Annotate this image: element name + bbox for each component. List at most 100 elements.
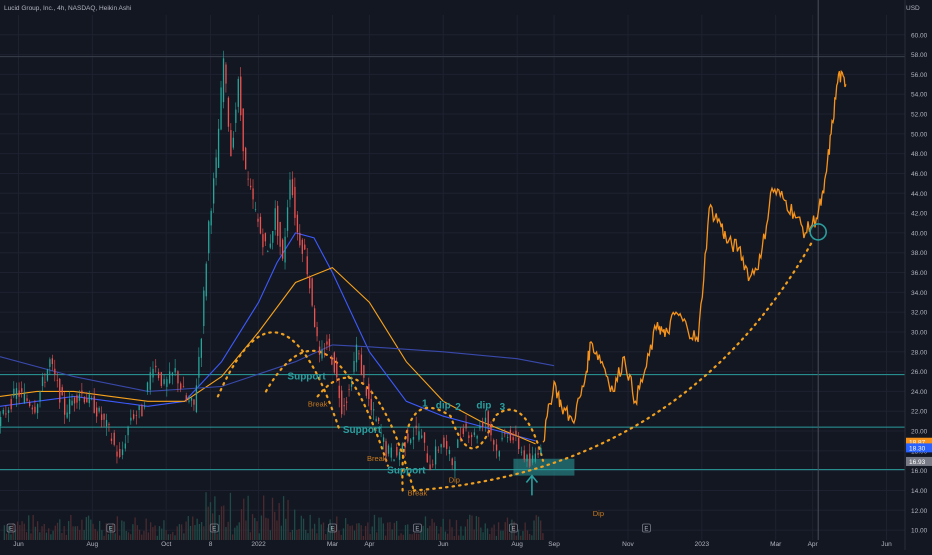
y-tick-label: 32.00 — [911, 310, 928, 317]
volume-bar — [338, 530, 340, 540]
volume-bar — [240, 509, 243, 540]
candle-body — [46, 369, 49, 381]
volume-bar — [486, 528, 489, 540]
price-label-text: 18.87 — [909, 440, 926, 447]
volume-bar — [85, 517, 87, 540]
volume-bar — [515, 535, 517, 540]
candle-body — [390, 447, 392, 458]
candle-body — [459, 436, 462, 438]
candle-body — [529, 453, 531, 467]
candle-body — [73, 397, 76, 404]
candle-body — [289, 179, 291, 200]
candle-body — [353, 360, 355, 372]
candle-body — [434, 446, 437, 465]
candle-body — [479, 426, 481, 429]
volume-bar — [296, 529, 298, 540]
projection — [542, 69, 847, 443]
volume-bar — [524, 522, 526, 540]
symbol-title: Lucid Group, Inc., 4h, NASDAQ, Heikin As… — [4, 5, 131, 12]
volume-bar — [138, 529, 141, 540]
candle-body — [166, 379, 168, 387]
volume-bar — [132, 524, 134, 540]
candle-body — [155, 365, 157, 368]
x-tick-label: Aug — [511, 541, 523, 548]
volume-bar — [178, 524, 181, 540]
volume-bar — [384, 535, 387, 540]
volume-bar — [101, 530, 103, 540]
volume-bar — [114, 533, 116, 540]
volume-bar — [318, 517, 320, 540]
y-axis[interactable]: 10.0012.0014.0016.0018.0020.0022.0024.00… — [904, 0, 928, 550]
volume-bar — [216, 533, 218, 540]
earnings-marker-label: E — [212, 527, 216, 533]
price-label-box — [906, 443, 932, 453]
candle-body — [470, 434, 473, 438]
volume-bar — [364, 525, 367, 540]
volume-bar — [320, 524, 322, 540]
volume-bar — [227, 521, 229, 540]
volume-bar — [167, 534, 170, 540]
candle-body — [264, 233, 267, 242]
volume-bar — [433, 522, 435, 540]
candle-body — [108, 424, 110, 425]
y-tick-label: 48.00 — [911, 151, 928, 158]
candle-body — [355, 344, 358, 363]
x-axis[interactable]: Jun Aug Oct 8 2022 Mar Apr Jun Aug Sep Nov 2023 Mar A… — [13, 541, 892, 548]
volume-bar — [112, 523, 114, 540]
volume-bar — [52, 530, 54, 540]
volume-bar — [163, 520, 165, 540]
candle-body — [61, 387, 63, 396]
volume-bar — [19, 525, 21, 540]
candle-body — [482, 421, 484, 427]
volume-bar — [404, 525, 407, 540]
volume-bar — [431, 518, 433, 540]
volume-bar — [98, 520, 101, 540]
volume-bar — [349, 525, 351, 540]
candle-body — [200, 338, 203, 358]
candle-body — [96, 407, 98, 417]
candle-body — [323, 352, 326, 354]
x-tick-label: Jun — [438, 541, 449, 548]
candle-body — [540, 447, 542, 454]
volume-bar — [263, 495, 265, 540]
dotted-arc — [316, 376, 415, 492]
volume-bar — [420, 529, 422, 540]
volume-bar — [362, 535, 365, 540]
candle-body — [443, 437, 445, 448]
volume-bar — [245, 520, 247, 540]
candle-body — [193, 399, 195, 405]
volume-bar — [16, 521, 19, 540]
y-tick-label: 28.00 — [911, 349, 928, 356]
candle-body — [146, 382, 149, 392]
candle-body — [91, 397, 93, 399]
candle-body — [121, 449, 124, 456]
up-arrow-icon — [525, 474, 539, 496]
volume-bar — [329, 519, 331, 540]
candle-body — [465, 423, 467, 429]
candle-body — [531, 455, 534, 463]
candle-body — [277, 205, 279, 236]
y-tick-label: 56.00 — [911, 72, 928, 79]
candle-body — [343, 405, 345, 407]
moving-average-line — [0, 344, 555, 392]
candle-body — [21, 388, 23, 392]
volume-bar — [371, 526, 373, 540]
volume-bar — [152, 527, 154, 540]
y-tick-label: 50.00 — [911, 131, 928, 138]
volume-bar — [127, 532, 130, 540]
y-tick-label: 36.00 — [911, 270, 928, 277]
candle-body — [401, 443, 404, 450]
candle-body — [301, 239, 303, 254]
volume-bar — [435, 525, 438, 540]
volume-bar — [294, 509, 296, 540]
dotted-cup-handle — [401, 406, 545, 492]
volume-bar — [185, 521, 187, 540]
volume-bar — [94, 528, 96, 540]
volume-bar — [280, 525, 283, 540]
candle-body — [316, 327, 318, 337]
volume-bar — [269, 530, 271, 540]
volume-bar — [316, 533, 318, 540]
